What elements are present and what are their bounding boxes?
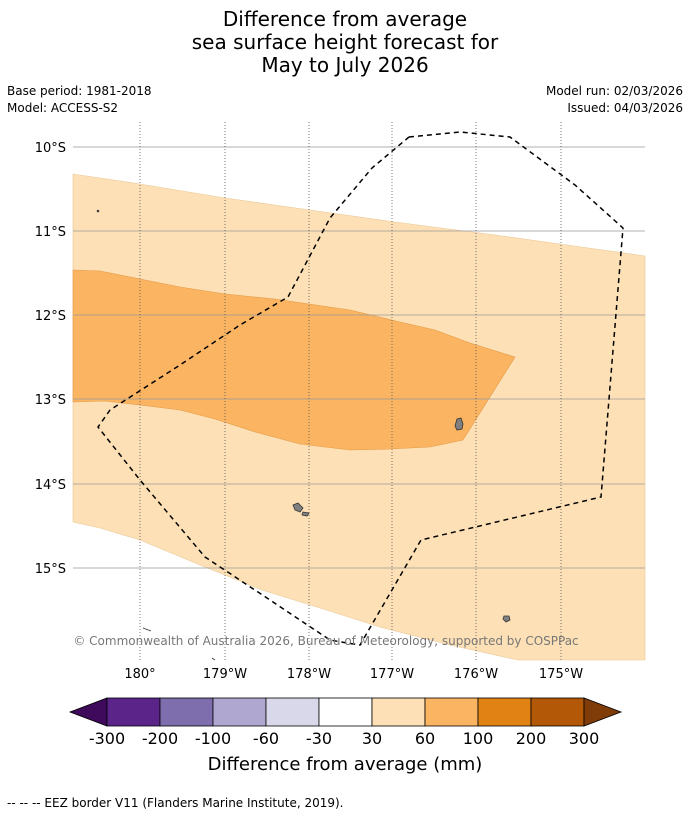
- islet-south: [211, 657, 216, 661]
- lon-label-179w: 179°W: [203, 667, 247, 682]
- colorbar: -300 -200 -100 -60 -30 30 60 100 200 300…: [68, 697, 623, 775]
- colorbar-tick-4: -60: [253, 729, 279, 748]
- colorbar-segment-9: [530, 697, 585, 727]
- title-line-3: May to July 2026: [261, 53, 429, 77]
- colorbar-tick-5: -30: [306, 729, 332, 748]
- island-east: [502, 615, 511, 623]
- map-area: © Commonwealth of Australia 2026, Bureau…: [72, 122, 646, 661]
- island-alofi: [301, 511, 310, 517]
- lat-label-14s: 14°S: [35, 478, 66, 493]
- meta-right: Model run: 02/03/2026 Issued: 04/03/2026: [546, 83, 683, 117]
- lat-gridlines: [73, 146, 645, 569]
- colorbar-segment-8: [477, 697, 532, 727]
- model-name: Model: ACCESS-S2: [7, 101, 119, 115]
- colorbar-segment-4: [265, 697, 320, 727]
- lat-label-10s: 10°S: [35, 141, 66, 156]
- credit-text: © Commonwealth of Australia 2026, Bureau…: [73, 634, 578, 648]
- lat-labels: 10°S 11°S 12°S 13°S 14°S 15°S: [35, 141, 66, 577]
- base-period: Base period: 1981-2018: [7, 84, 152, 98]
- islands: [96, 209, 511, 661]
- colorbar-tick-8: 100: [463, 729, 494, 748]
- chart-title: Difference from average sea surface heig…: [0, 8, 690, 77]
- colorbar-tick-7: 60: [415, 729, 435, 748]
- title-line-2: sea surface height forecast for: [191, 30, 499, 54]
- colorbar-tick-1: -300: [89, 729, 125, 748]
- colorbar-tick-3: -100: [195, 729, 231, 748]
- lon-label-176w: 176°W: [454, 667, 498, 682]
- colorbar-segment-6: [371, 697, 426, 727]
- islet-north: [96, 209, 100, 213]
- colorbar-tick-6: 30: [362, 729, 382, 748]
- model-run: Model run: 02/03/2026: [545, 84, 683, 98]
- eez-legend-footer: -- -- -- EEZ border V11 (Flanders Marine…: [7, 796, 344, 810]
- lon-label-177w: 177°W: [370, 667, 414, 682]
- colorbar-segment-5: [318, 697, 373, 727]
- lon-label-175w: 175°W: [539, 667, 583, 682]
- island-futuna: [292, 502, 304, 513]
- issued-date: Issued: 04/03/2026: [567, 101, 683, 115]
- colorbar-arrow-left: [68, 697, 108, 727]
- lon-labels: 180° 179°W 178°W 177°W 176°W 175°W: [124, 667, 583, 682]
- colorbar-segment-2: [159, 697, 214, 727]
- colorbar-arrow-right: [583, 697, 623, 727]
- islet-southwest: [142, 627, 152, 632]
- colorbar-tick-9: 200: [516, 729, 547, 748]
- colorbar-tick-10: 300: [569, 729, 600, 748]
- lat-label-12s: 12°S: [35, 309, 66, 324]
- colorbar-segment-1: [106, 697, 161, 727]
- meta-left: Base period: 1981-2018 Model: ACCESS-S2: [7, 83, 152, 117]
- colorbar-title: Difference from average (mm): [208, 754, 483, 775]
- lon-label-180: 180°: [124, 667, 155, 682]
- colorbar-segment-3: [212, 697, 267, 727]
- title-line-1: Difference from average: [222, 7, 468, 31]
- island-wallis: [454, 417, 464, 431]
- lat-label-11s: 11°S: [35, 225, 66, 240]
- lat-label-13s: 13°S: [35, 393, 66, 408]
- colorbar-segment-7: [424, 697, 479, 727]
- lat-label-15s: 15°S: [35, 562, 66, 577]
- colorbar-tick-2: -200: [142, 729, 178, 748]
- lon-label-178w: 178°W: [287, 667, 331, 682]
